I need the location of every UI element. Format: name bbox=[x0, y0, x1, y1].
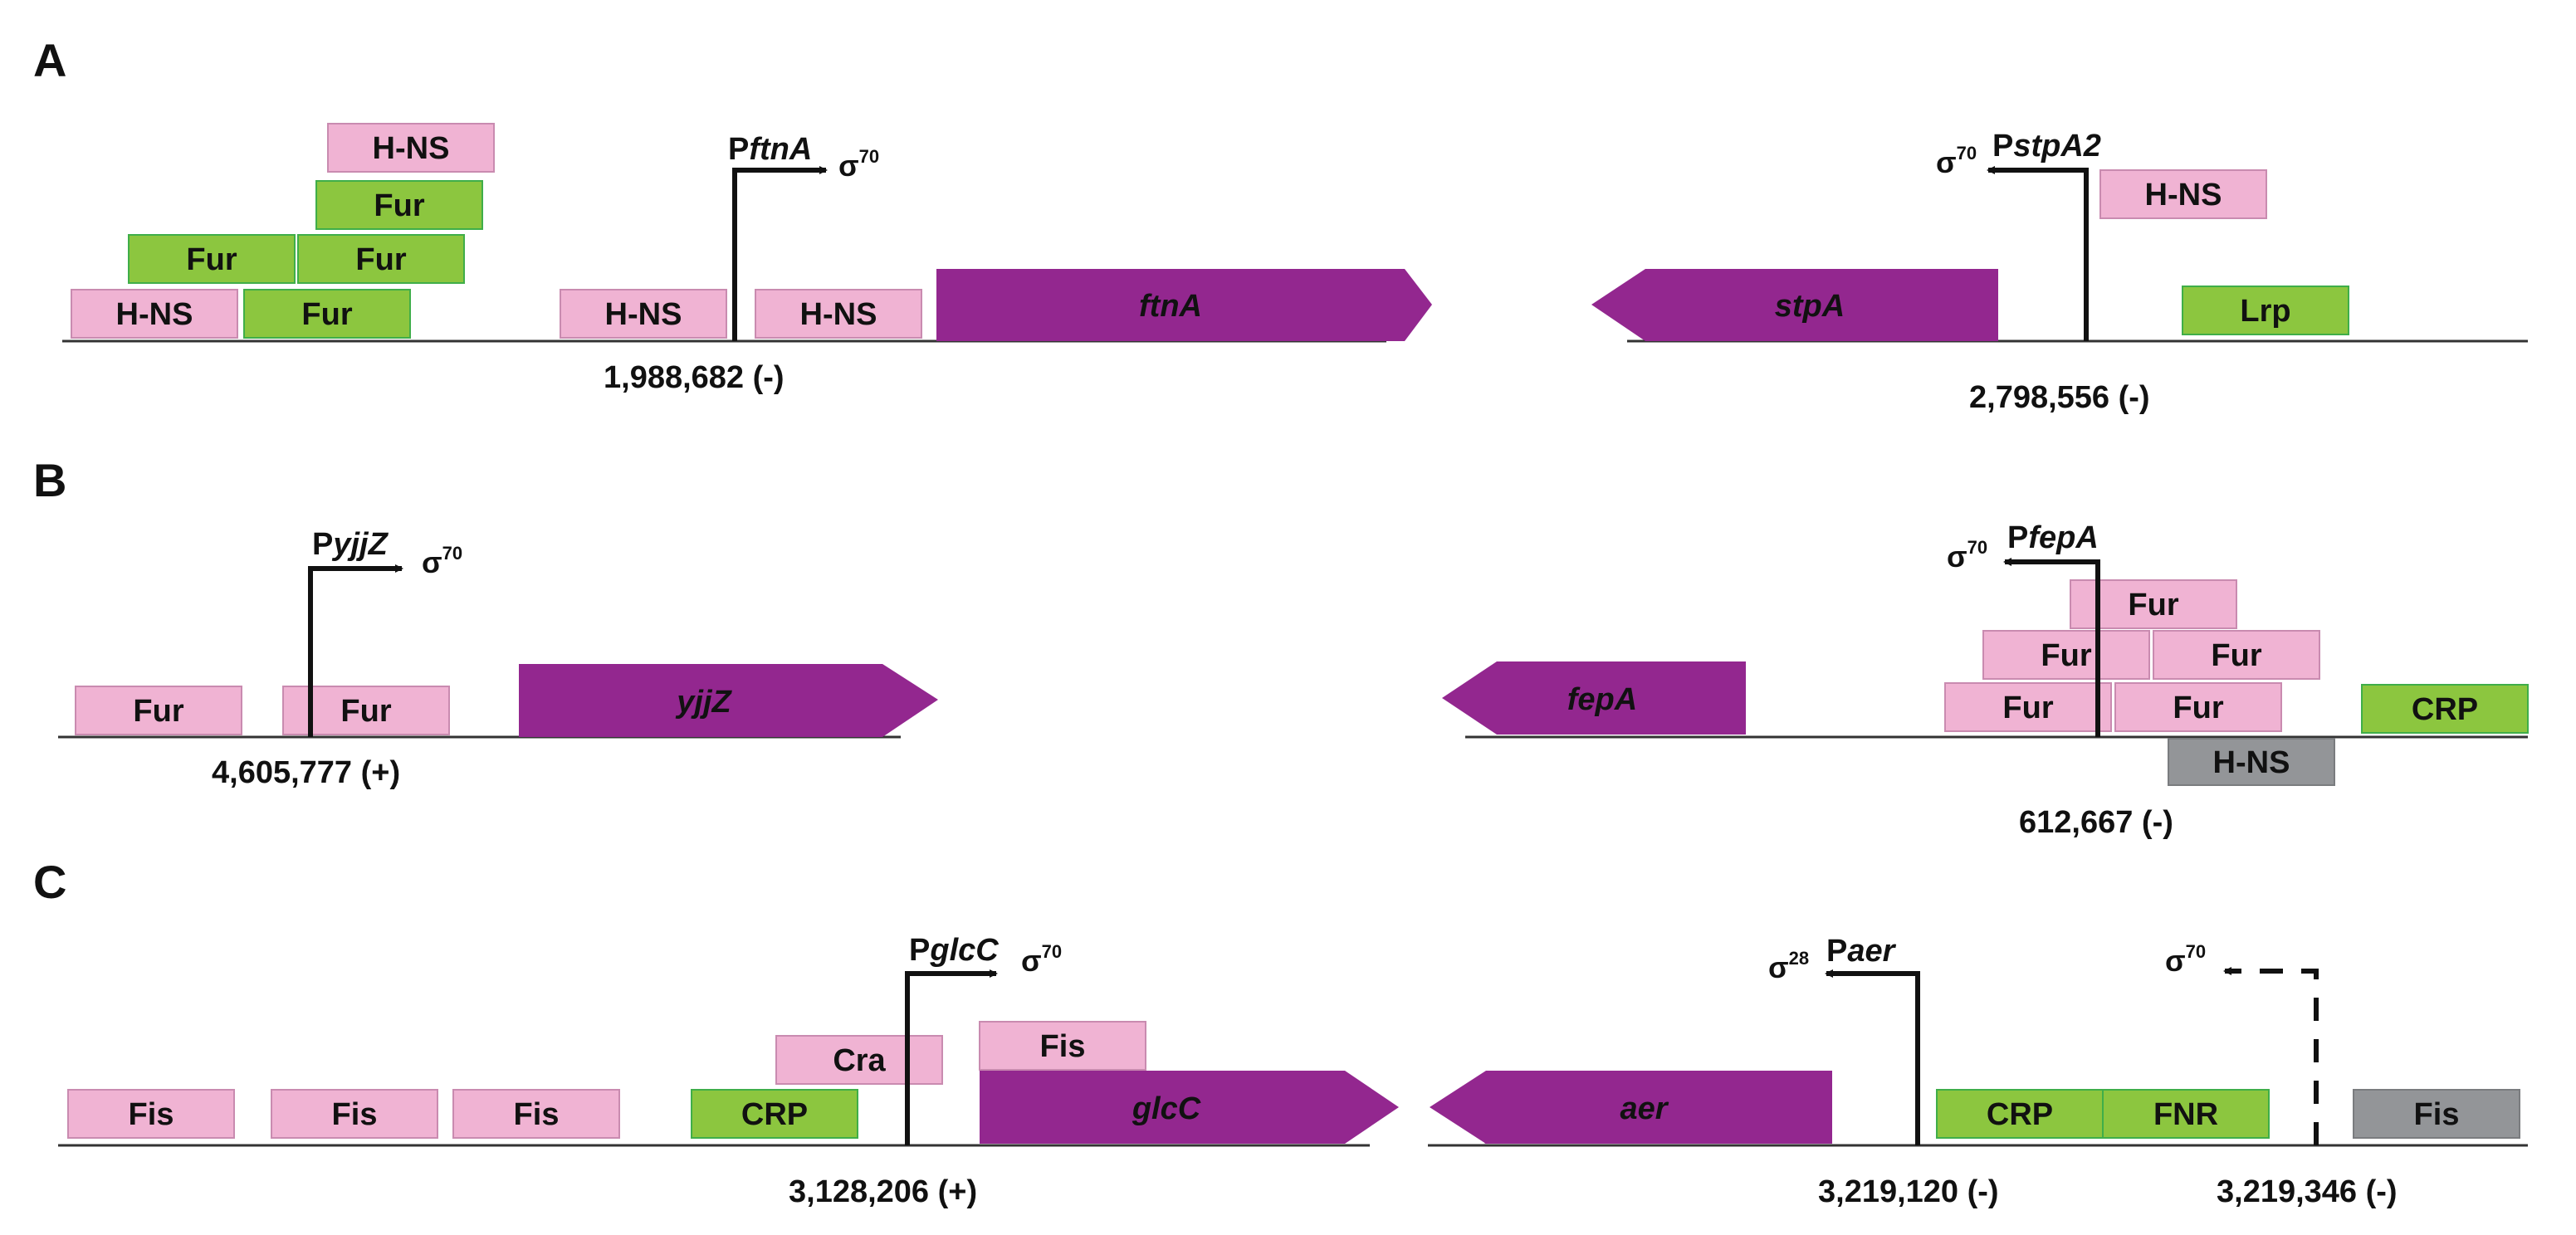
svg-text:PfepA: PfepA bbox=[2007, 520, 2099, 555]
factor-box-fur: Fur bbox=[2153, 630, 2320, 680]
svg-text:Fur: Fur bbox=[340, 694, 391, 729]
svg-text:PglcC: PglcC bbox=[909, 933, 999, 968]
gene-yjjZ: yjjZ bbox=[519, 664, 938, 737]
panel-label-c: C bbox=[33, 856, 66, 908]
factor-box-fur: Fur bbox=[1982, 630, 2150, 680]
factor-box-hns: H-NS bbox=[2099, 169, 2267, 219]
svg-text:Fur: Fur bbox=[2128, 588, 2178, 622]
svg-text:Fur: Fur bbox=[2002, 691, 2053, 725]
gene-aer: aer bbox=[1430, 1071, 1832, 1144]
factor-box-fnr: FNR bbox=[2102, 1089, 2270, 1139]
coordinate-label: 3,219,346 (-) bbox=[2217, 1174, 2398, 1209]
gene-ftnA: ftnA bbox=[936, 269, 1432, 341]
svg-text:FNR: FNR bbox=[2153, 1097, 2218, 1132]
factor-box-fis: Fis bbox=[452, 1089, 620, 1139]
svg-text:Fis: Fis bbox=[129, 1097, 174, 1132]
svg-text:PstpA2: PstpA2 bbox=[1992, 129, 2101, 164]
panel-label-a: A bbox=[33, 34, 66, 86]
promoter-yjjZ: PyjjZ σ70 bbox=[308, 527, 462, 737]
svg-text:Fis: Fis bbox=[1040, 1029, 1086, 1064]
svg-text:σ70: σ70 bbox=[1947, 537, 1987, 574]
panel-label-b: B bbox=[33, 454, 66, 506]
factor-box-hns: H-NS bbox=[327, 123, 495, 173]
promoter-stpA2: σ70 PstpA2 bbox=[1936, 129, 2101, 341]
svg-text:σ70: σ70 bbox=[2165, 941, 2206, 978]
factor-box-fur: Fur bbox=[2070, 579, 2237, 629]
promoter-glcC: PglcC σ70 bbox=[905, 933, 1062, 1145]
factor-box-lrp: Lrp bbox=[2182, 286, 2349, 335]
svg-text:σ70: σ70 bbox=[1936, 143, 1977, 179]
factor-box-hns: H-NS bbox=[560, 289, 727, 339]
coordinate-label: 612,667 (-) bbox=[2019, 805, 2173, 840]
factor-box-crp: CRP bbox=[1936, 1089, 2104, 1139]
gene-stpA: stpA bbox=[1591, 269, 1998, 341]
factor-box-crp: CRP bbox=[2361, 684, 2529, 734]
svg-text:Cra: Cra bbox=[833, 1043, 886, 1078]
svg-text:fepA: fepA bbox=[1567, 682, 1637, 717]
svg-text:Fur: Fur bbox=[301, 297, 352, 332]
svg-text:Fur: Fur bbox=[2173, 691, 2223, 725]
svg-text:Fis: Fis bbox=[332, 1097, 378, 1132]
svg-text:σ70: σ70 bbox=[838, 146, 879, 183]
svg-text:Fis: Fis bbox=[514, 1097, 560, 1132]
factor-box-crp: CRP bbox=[691, 1089, 858, 1139]
factor-box-fis: Fis bbox=[271, 1089, 438, 1139]
factor-box-hns: H-NS bbox=[71, 289, 238, 339]
svg-text:σ70: σ70 bbox=[1021, 941, 1062, 978]
svg-text:Lrp: Lrp bbox=[2240, 294, 2290, 329]
coordinate-label: 3,219,120 (-) bbox=[1818, 1174, 1999, 1209]
coordinate-label: 3,128,206 (+) bbox=[789, 1174, 977, 1209]
svg-text:Fur: Fur bbox=[2041, 638, 2091, 673]
factor-box-fur: Fur bbox=[243, 289, 411, 339]
svg-text:glcC: glcC bbox=[1132, 1091, 1201, 1126]
svg-text:H-NS: H-NS bbox=[2213, 745, 2290, 780]
svg-text:ftnA: ftnA bbox=[1139, 289, 1202, 324]
svg-text:H-NS: H-NS bbox=[800, 297, 877, 332]
factor-box-fur: Fur bbox=[297, 234, 465, 284]
svg-text:stpA: stpA bbox=[1775, 289, 1845, 324]
factor-box-cra: Cra bbox=[775, 1035, 943, 1085]
svg-text:PyjjZ: PyjjZ bbox=[312, 527, 389, 562]
svg-text:H-NS: H-NS bbox=[2145, 178, 2222, 212]
svg-text:Fur: Fur bbox=[2211, 638, 2261, 673]
factor-box-hns: H-NS bbox=[755, 289, 922, 339]
svg-text:Fur: Fur bbox=[186, 242, 237, 277]
svg-text:Fur: Fur bbox=[133, 694, 183, 729]
svg-text:σ28: σ28 bbox=[1768, 948, 1809, 984]
coordinate-label: 1,988,682 (-) bbox=[604, 360, 785, 395]
svg-text:PftnA: PftnA bbox=[728, 132, 812, 167]
promoter-aer: σ28 Paer bbox=[1768, 934, 1920, 1145]
svg-text:σ70: σ70 bbox=[422, 543, 462, 579]
gene-glcC: glcC bbox=[980, 1071, 1399, 1144]
coordinate-label: 2,798,556 (-) bbox=[1969, 380, 2150, 415]
factor-box-fis: Fis bbox=[2353, 1089, 2520, 1139]
svg-text:Fur: Fur bbox=[374, 188, 424, 223]
svg-text:yjjZ: yjjZ bbox=[675, 685, 732, 720]
factor-box-fis: Fis bbox=[979, 1021, 1146, 1071]
svg-text:H-NS: H-NS bbox=[373, 131, 450, 166]
svg-text:Fur: Fur bbox=[355, 242, 406, 277]
svg-text:CRP: CRP bbox=[1987, 1097, 2053, 1132]
svg-text:H-NS: H-NS bbox=[116, 297, 193, 332]
svg-text:Paer: Paer bbox=[1826, 934, 1897, 969]
factor-box-fur: Fur bbox=[2114, 682, 2282, 732]
factor-box-fur: Fur bbox=[75, 686, 242, 735]
factor-box-hns: H-NS bbox=[2168, 738, 2335, 786]
promoter-ftnA: PftnA σ70 bbox=[728, 132, 879, 341]
factor-box-fur: Fur bbox=[1944, 682, 2112, 732]
svg-text:H-NS: H-NS bbox=[605, 297, 682, 332]
promoter-fepA: σ70 PfepA bbox=[1947, 520, 2100, 737]
svg-text:aer: aer bbox=[1620, 1091, 1669, 1126]
svg-text:Fis: Fis bbox=[2414, 1097, 2460, 1132]
factor-box-fur: Fur bbox=[315, 180, 483, 230]
svg-text:CRP: CRP bbox=[2412, 692, 2478, 727]
factor-box-fur: Fur bbox=[128, 234, 296, 284]
coordinate-label: 4,605,777 (+) bbox=[212, 755, 400, 790]
promoter-dashed: σ70 bbox=[2165, 941, 2319, 1145]
gene-fepA: fepA bbox=[1442, 661, 1746, 735]
svg-text:CRP: CRP bbox=[741, 1097, 808, 1132]
factor-box-fis: Fis bbox=[67, 1089, 235, 1139]
